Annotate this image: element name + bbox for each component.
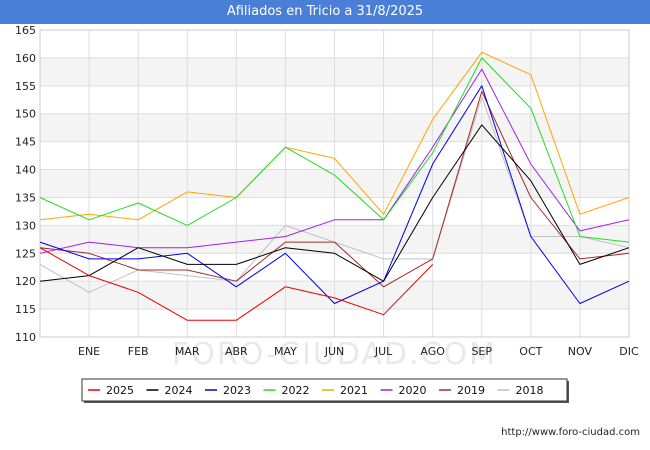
x-axis-ticks: ENE FEB MAR ABR MAY JUN JUL AGO SEP OCT NOV DIC [78,345,639,358]
legend: 2025 2024 2023 2022 2021 2020 2019 2018 [81,378,569,403]
legend-label-2019: 2019 [457,384,485,397]
series-line-2024 [39,124,630,282]
y-tick-label: 120 [15,275,36,288]
legend-label-2020: 2020 [399,384,427,397]
watermark-text: FORO-CIUDAD.COM [172,337,497,372]
series-line-2021 [39,51,630,221]
series-line-2023 [39,85,630,304]
y-tick-label: 145 [15,136,36,149]
y-tick-label: 110 [15,331,36,344]
legend-label-2023: 2023 [223,384,251,397]
x-tick-label: SEP [471,345,492,358]
y-tick-label: 160 [15,52,36,65]
y-tick-label: 115 [15,303,36,316]
x-tick-label: JUN [324,345,345,358]
legend-label-2018: 2018 [516,384,544,397]
plot-border [39,29,630,338]
y-tick-label: 130 [15,219,36,232]
x-tick-label: AGO [420,345,445,358]
series-line-2025 [39,247,434,321]
y-tick-label: 125 [15,247,36,260]
chart-title: Afiliados en Tricio a 31/8/2025 [0,0,650,24]
x-tick-label: NOV [568,345,593,358]
legend-label-2024: 2024 [165,384,193,397]
series-lines [39,51,630,321]
grid-lines [39,29,630,338]
legend-label-2025: 2025 [106,384,134,397]
x-tick-label: JUL [374,345,393,358]
x-tick-label: DIC [619,345,639,358]
x-tick-label: ABR [225,345,248,358]
y-tick-label: 165 [15,24,36,37]
x-tick-label: MAR [175,345,200,358]
x-tick-label: FEB [128,345,149,358]
y-tick-label: 140 [15,164,36,177]
y-tick-label: 135 [15,191,36,204]
x-tick-label: OCT [519,345,542,358]
series-line-2019 [39,90,630,288]
x-tick-label: MAY [274,345,297,358]
series-line-2022 [39,57,630,243]
legend-label-2021: 2021 [340,384,368,397]
x-tick-label: ENE [78,345,100,358]
source-url: http://www.foro-ciudad.com [501,427,640,438]
y-tick-label: 150 [15,108,36,121]
y-axis-ticks: 110 115 120 125 130 135 140 145 150 155 160 165 [15,24,36,344]
legend-label-2022: 2022 [282,384,310,397]
y-tick-label: 155 [15,80,36,93]
